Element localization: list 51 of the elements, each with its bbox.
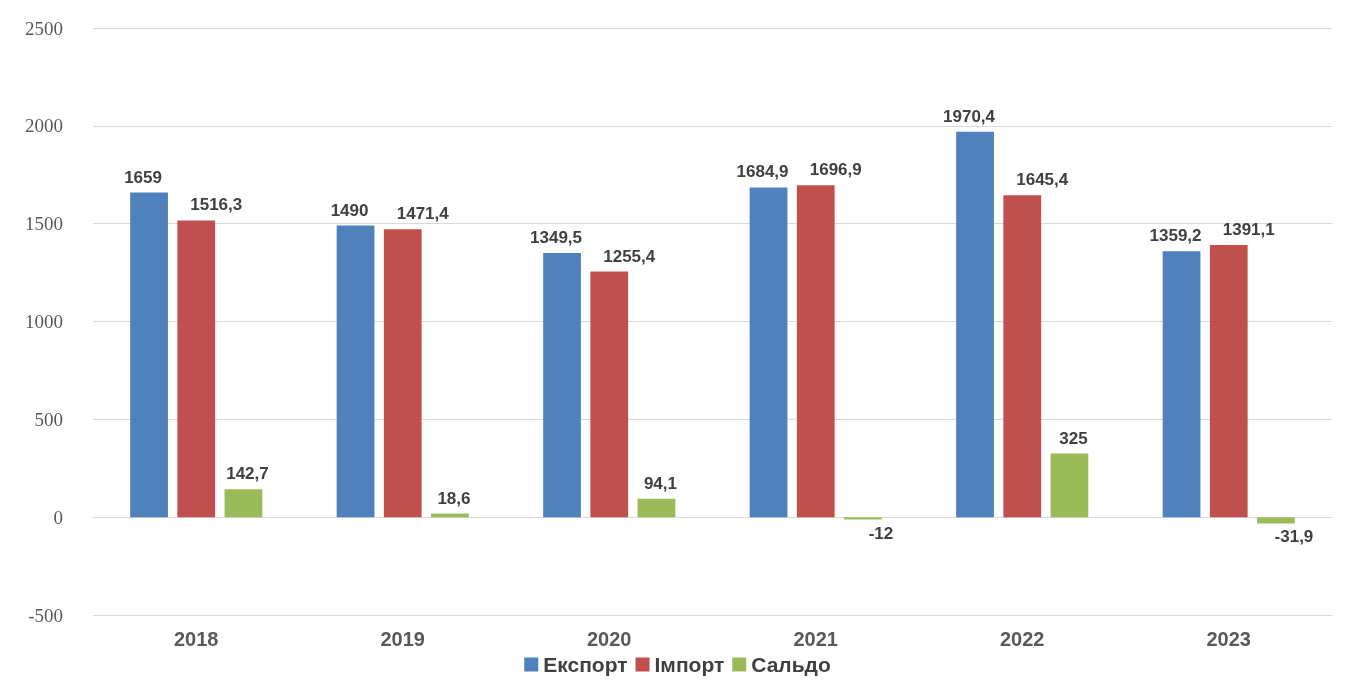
x-tick-label: 2021 <box>793 628 838 650</box>
y-tick-label: 1500 <box>25 213 63 235</box>
y-tick-label: 2500 <box>25 17 63 39</box>
bar <box>749 187 788 518</box>
bar <box>336 225 375 518</box>
bar <box>590 271 629 518</box>
bar <box>224 489 263 518</box>
data-label: 1970,4 <box>943 106 996 126</box>
data-label: 1645,4 <box>1016 170 1069 190</box>
data-label: 1391,1 <box>1222 219 1275 239</box>
bar <box>1209 244 1248 518</box>
data-label: 1659 <box>124 167 162 187</box>
y-tick-label: 1000 <box>25 311 63 332</box>
bar <box>1257 517 1295 524</box>
bar <box>1003 195 1042 518</box>
x-tick-label: 2020 <box>587 628 632 650</box>
bar <box>383 229 422 518</box>
x-tick-label: 2019 <box>380 628 425 650</box>
x-tick-label: 2022 <box>1000 628 1045 650</box>
y-tick-label: 0 <box>53 506 63 528</box>
bar <box>1050 453 1089 518</box>
data-label: 1516,3 <box>190 195 243 215</box>
x-tick-label: 2018 <box>174 628 219 650</box>
bar <box>844 517 882 520</box>
legend-label: Експорт <box>543 653 628 676</box>
data-label: 18,6 <box>437 488 471 508</box>
data-label: 1696,9 <box>809 160 862 180</box>
data-label: 1255,4 <box>603 246 656 266</box>
x-tick-label: 2023 <box>1206 628 1251 650</box>
bar <box>1162 251 1201 518</box>
y-tick-label: 2000 <box>25 115 63 137</box>
bar <box>543 253 581 518</box>
bar <box>177 220 216 518</box>
data-label: 1359,2 <box>1149 226 1202 246</box>
bar <box>956 131 994 518</box>
data-label: -31,9 <box>1274 527 1314 547</box>
data-label: 1349,5 <box>530 228 583 248</box>
data-label: 1490 <box>330 200 369 220</box>
data-label: 1684,9 <box>736 162 789 182</box>
legend-label: Імпорт <box>654 653 725 676</box>
bar <box>130 192 168 518</box>
y-tick-label: -500 <box>28 604 63 626</box>
data-label: 325 <box>1059 428 1088 448</box>
data-label: 142,7 <box>226 464 269 484</box>
bar <box>637 498 676 518</box>
legend-label: Сальдо <box>751 653 831 676</box>
bar <box>796 185 835 518</box>
data-label: 94,1 <box>643 473 677 493</box>
data-label: -12 <box>868 523 894 543</box>
y-tick-label: 500 <box>34 408 63 430</box>
data-label: 1471,4 <box>396 204 450 224</box>
